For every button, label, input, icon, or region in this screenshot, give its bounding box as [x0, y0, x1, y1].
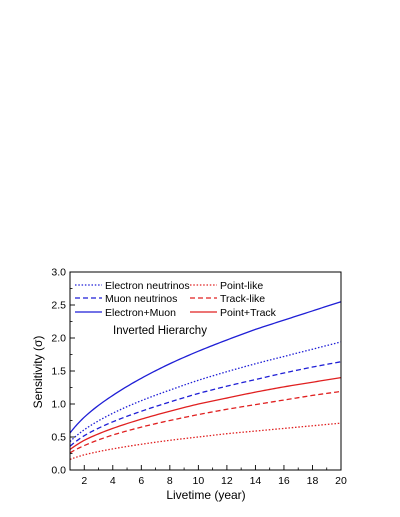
y-tick-label: 2.5: [51, 300, 66, 312]
x-tick-label: 10: [193, 475, 205, 487]
x-axis-ticks: 2 4 6 8 10 12 14 16 18 20: [69, 465, 347, 487]
chart-annotation: Inverted Hierarchy: [113, 325, 207, 337]
series-line-muon-neutrinos: [69, 361, 342, 447]
x-tick-label: 18: [307, 475, 319, 487]
y-tick-label: 1.0: [51, 399, 66, 411]
series-line-track-like: [69, 390, 342, 454]
x-axis-label: Livetime (year): [166, 488, 245, 502]
x-tick-label: 20: [335, 475, 347, 487]
series-curves: [69, 301, 342, 461]
legend-label-muon-neutrinos: Muon neutrinos: [105, 293, 177, 305]
series-line-electron-muon: [69, 301, 342, 434]
x-tick-label: 4: [110, 475, 116, 487]
legend-label-electron-muon: Electron+Muon: [105, 307, 176, 319]
legend-label-electron-neutrinos: Electron neutrinos: [105, 280, 190, 292]
x-tick-label: 14: [250, 475, 262, 487]
y-tick-label: 3.0: [51, 267, 66, 279]
series-line-point-like: [69, 422, 342, 461]
y-tick-label: 2.0: [51, 333, 66, 345]
x-tick-label: 6: [138, 475, 144, 487]
legend-label-track-like: Track-like: [220, 293, 265, 305]
y-tick-label: 0.0: [51, 465, 66, 477]
y-tick-label: 1.5: [51, 366, 66, 378]
y-tick-label: 0.5: [51, 432, 66, 444]
x-tick-label: 16: [278, 475, 290, 487]
x-tick-label: 12: [221, 475, 233, 487]
y-axis-ticks: 0.0 0.5 1.0 1.5 2.0 2.5 3.0: [51, 267, 75, 477]
series-line-point-track: [69, 376, 342, 451]
x-tick-label: 2: [81, 475, 87, 487]
y-axis-label: Sensitivity (σ): [31, 336, 45, 409]
x-tick-label: 8: [167, 475, 173, 487]
legend-label-point-like: Point-like: [220, 280, 263, 292]
legend-label-point-track: Point+Track: [220, 307, 277, 319]
series-line-electron-neutrinos: [69, 341, 342, 443]
